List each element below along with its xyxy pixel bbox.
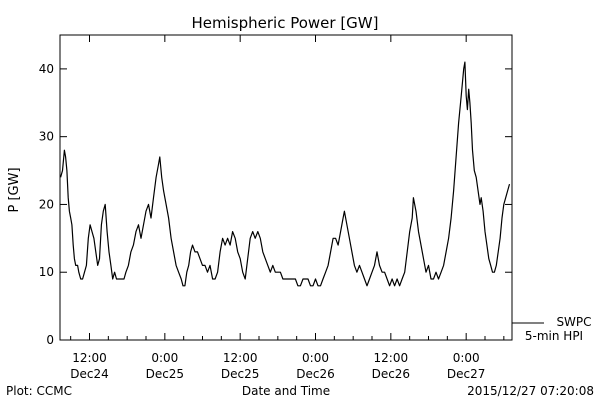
x-tick-label-date: Dec24 (70, 367, 109, 381)
series-line-hpi (60, 61, 511, 287)
x-tick-label-time: 0:00 (453, 351, 480, 365)
x-tick-label-time: 0:00 (302, 351, 329, 365)
x-tick-label-time: 12:00 (72, 351, 107, 365)
x-tick-label-date: Dec27 (447, 367, 486, 381)
plot-credit: Plot: CCMC (6, 384, 72, 398)
x-tick-label-time: 0:00 (151, 351, 178, 365)
chart-title: Hemispheric Power [GW] (192, 14, 379, 32)
legend-source-label: SWPC (556, 315, 591, 329)
y-tick-label: 10 (39, 265, 54, 279)
y-tick-label: 0 (46, 333, 54, 347)
y-axis-ticks: 0 10 20 30 40 (39, 62, 512, 347)
x-tick-label-date: Dec25 (146, 367, 185, 381)
x-tick-label-date: Dec26 (372, 367, 411, 381)
y-tick-label: 40 (39, 62, 54, 76)
x-axis-label: Date and Time (242, 384, 330, 398)
legend: SWPC 5-min HPI (512, 315, 592, 343)
x-tick-label-date: Dec26 (296, 367, 335, 381)
y-tick-label: 30 (39, 130, 54, 144)
x-tick-label-time: 12:00 (223, 351, 258, 365)
plot-timestamp: 2015/12/27 07:20:08 (467, 384, 594, 398)
plot-area-frame (59, 34, 513, 341)
x-tick-label-time: 12:00 (374, 351, 409, 365)
y-tick-label: 20 (39, 197, 54, 211)
x-tick-label-date: Dec25 (221, 367, 260, 381)
y-axis-label: P [GW] (7, 167, 22, 212)
x-axis-ticks: 12:00 Dec24 0:00 Dec25 12:00 Dec25 0:00 Dec26 12… (70, 35, 505, 381)
legend-series-label: 5-min HPI (525, 329, 583, 343)
